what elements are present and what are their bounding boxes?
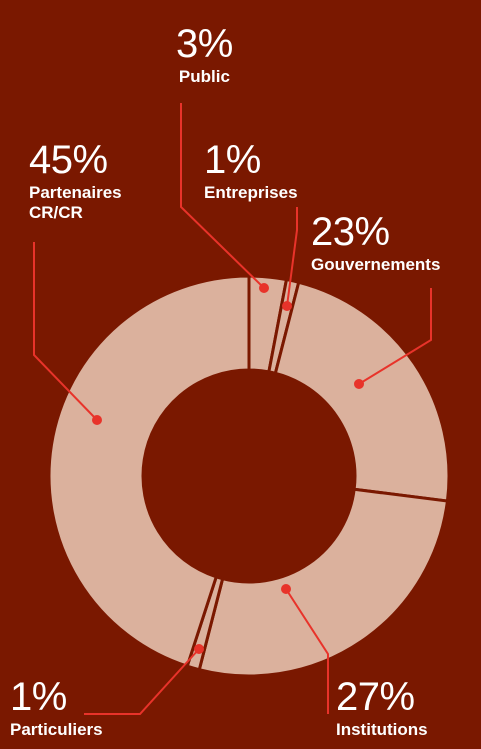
donut-slice-partenaires: [47, 274, 251, 669]
leader-line-institutions: [285, 588, 329, 714]
leader-line-particuliers: [84, 648, 200, 715]
value-label-particuliers: 1%: [10, 675, 67, 719]
value-label-institutions: 27%: [336, 675, 415, 719]
leader-line-public: [180, 103, 265, 289]
leader-line-partenaires: [33, 242, 98, 421]
leader-line-gouvernements: [358, 288, 432, 385]
category-label-institutions: Institutions: [336, 720, 428, 739]
donut-slice-gouvernements: [273, 280, 451, 503]
value-label-gouvernements: 23%: [311, 210, 390, 254]
category-label-partenaires: Partenaires CR/CR: [29, 183, 122, 222]
category-label-public: Public: [178, 67, 230, 86]
leader-dot-gouvernements: [354, 379, 364, 389]
label-public: 3% Public: [176, 24, 233, 87]
leader-dot-institutions: [281, 584, 291, 594]
label-institutions: 27% Institutions: [336, 677, 428, 740]
label-particuliers: 1% Particuliers: [10, 677, 103, 740]
value-label-partenaires: 45%: [29, 138, 108, 182]
label-partenaires: 45% Partenaires CR/CR: [29, 140, 122, 223]
leader-dot-entreprises: [282, 301, 292, 311]
label-gouvernements: 23% Gouvernements: [311, 212, 440, 275]
leader-dot-public: [259, 283, 269, 293]
donut-slice-institutions: [197, 487, 450, 678]
leader-line-entreprises: [286, 207, 298, 307]
category-label-gouvernements: Gouvernements: [311, 255, 441, 274]
leader-dot-particuliers: [194, 644, 204, 654]
category-label-particuliers: Particuliers: [10, 720, 103, 739]
leader-dot-partenaires: [92, 415, 102, 425]
value-label-entreprises: 1%: [204, 138, 261, 182]
value-label-public: 3%: [176, 22, 233, 66]
category-label-entreprises: Entreprises: [204, 183, 298, 202]
label-entreprises: 1% Entreprises: [204, 140, 298, 203]
